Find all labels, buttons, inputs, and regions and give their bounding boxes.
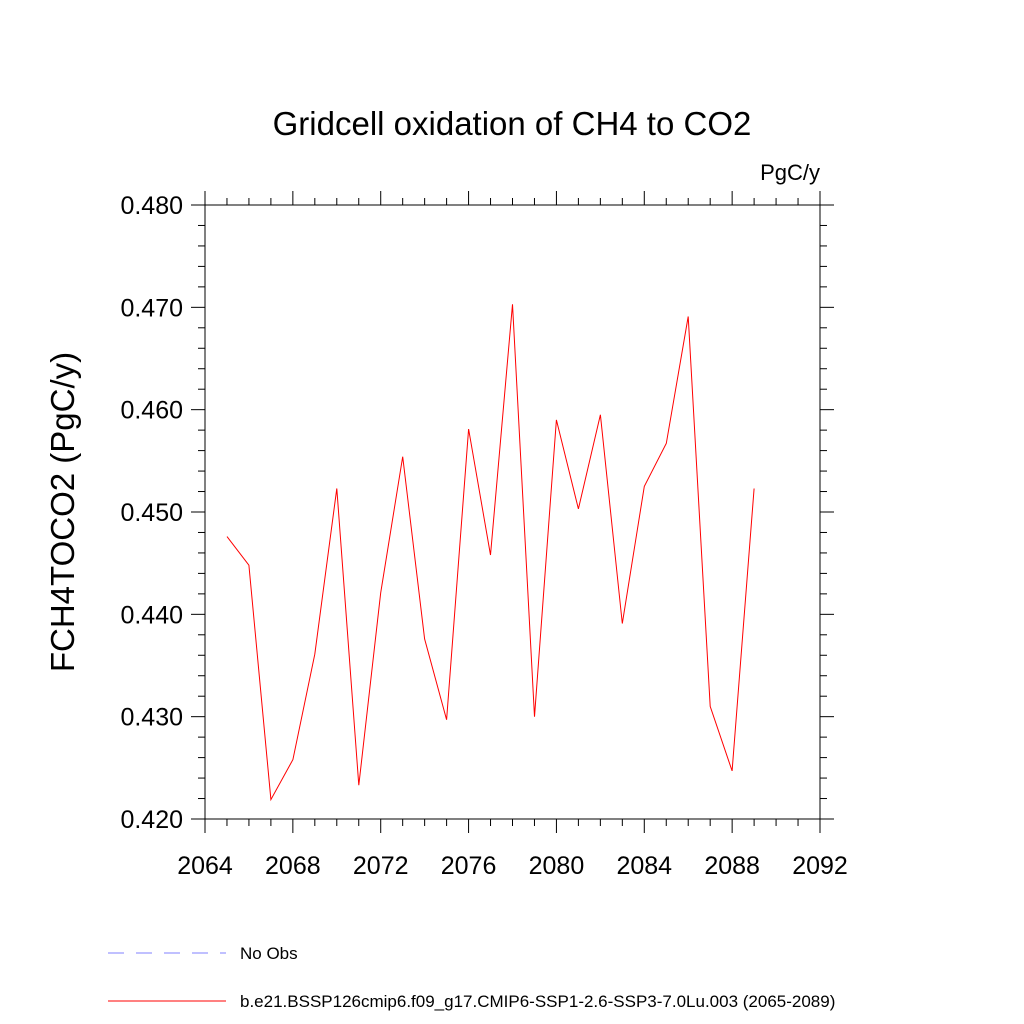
x-tick-label: 2068 bbox=[265, 852, 321, 880]
y-tick-label: 0.470 bbox=[120, 294, 183, 322]
x-tick-label: 2092 bbox=[792, 852, 848, 880]
y-tick-label: 0.420 bbox=[120, 806, 183, 834]
x-tick-label: 2088 bbox=[704, 852, 760, 880]
x-tick-label: 2084 bbox=[616, 852, 672, 880]
x-tick-label: 2076 bbox=[441, 852, 497, 880]
x-tick-label: 2064 bbox=[177, 852, 233, 880]
x-tick-label: 2072 bbox=[353, 852, 409, 880]
legend-label-no-obs: No Obs bbox=[240, 944, 298, 963]
legend-label-series: b.e21.BSSP126cmip6.f09_g17.CMIP6-SSP1-2.… bbox=[240, 992, 835, 1011]
series-line bbox=[226, 304, 755, 802]
y-tick-label: 0.430 bbox=[120, 704, 183, 732]
plot-frame bbox=[204, 204, 821, 820]
x-tick-label: 2080 bbox=[529, 852, 585, 880]
y-axis-label: FCH4TOCO2 (PgC/y) bbox=[44, 352, 81, 672]
y-tick-label: 0.450 bbox=[120, 499, 183, 527]
y-tick-label: 0.440 bbox=[120, 601, 183, 629]
units-label: PgC/y bbox=[760, 160, 820, 185]
y-tick-label: 0.460 bbox=[120, 397, 183, 425]
chart-title: Gridcell oxidation of CH4 to CO2 bbox=[273, 105, 752, 142]
y-tick-label: 0.480 bbox=[120, 192, 183, 220]
